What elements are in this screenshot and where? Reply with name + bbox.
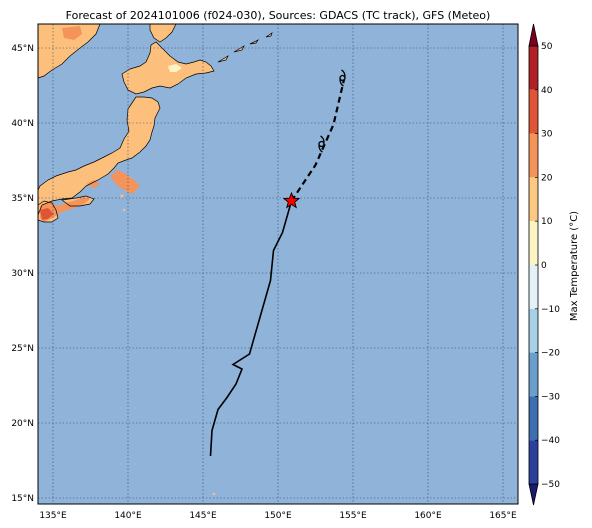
colorbar-segment [529, 89, 538, 134]
colorbar-ticks: 50 40 30 20 10 0 −10 −20 −30 −40 −50 [535, 42, 560, 490]
colorbar-segment [529, 352, 538, 397]
ocean-area [38, 24, 518, 504]
lat-tick-label: 35°N [11, 194, 34, 204]
lat-tick-label: 45°N [11, 44, 34, 54]
land-masses [38, 24, 272, 496]
temp-zone-warm [110, 170, 140, 194]
colorbar-tick-label: −50 [541, 480, 560, 490]
land-izu-island [120, 194, 124, 198]
lon-tick-label: 160°E [414, 511, 442, 521]
colorbar-tick-label: −30 [541, 392, 560, 402]
colorbar-segment [529, 221, 538, 265]
colorbar-segment [529, 308, 538, 353]
colorbar-segment [529, 46, 538, 90]
colorbar-segment [529, 396, 538, 441]
colorbar: 50 40 30 20 10 0 −10 −20 −30 −40 −50 Max Temperatu… [528, 23, 580, 506]
coastlines [38, 24, 273, 223]
latitude-labels: 45°N 40°N 35°N 30°N 25°N 20°N 15°N [11, 44, 34, 504]
land-hokkaido [122, 42, 214, 94]
current-position-star-icon [282, 191, 301, 209]
colorbar-label: Max Temperature (°C) [569, 211, 580, 321]
lon-tick-label: 155°E [339, 511, 367, 521]
colorbar-tick-label: −20 [541, 349, 560, 359]
colorbar-tick-label: 40 [541, 86, 553, 96]
colorbar-segments [528, 23, 539, 506]
colorbar-segment [529, 440, 538, 484]
tc-track [209, 69, 346, 457]
colorbar-tick-label: 50 [541, 42, 553, 52]
lat-tick-label: 15°N [11, 494, 34, 504]
longitude-labels: 135°E 140°E 145°E 150°E 155°E 160°E 165°E [39, 511, 517, 521]
lon-tick-label: 165°E [489, 511, 517, 521]
colorbar-tick-label: 20 [541, 173, 553, 183]
figure-title: Forecast of 2024101006 (f024-030), Sourc… [66, 9, 491, 22]
lon-tick-label: 140°E [114, 511, 142, 521]
lon-tick-label: 150°E [264, 511, 292, 521]
temp-zone-hot [40, 208, 54, 220]
lon-tick-label: 135°E [39, 511, 67, 521]
land-asia-mainland [38, 24, 100, 78]
temp-zone-cool [168, 64, 182, 72]
colorbar-tick-label: −10 [541, 305, 560, 315]
land-izu-island [212, 492, 216, 496]
land-izu-island [122, 208, 126, 212]
colorbar-tick-label: 0 [541, 261, 547, 271]
past-track-line [209, 200, 293, 457]
colorbar-extend-min [528, 483, 539, 506]
temp-zone-warm [86, 180, 100, 188]
colorbar-segment [529, 133, 538, 178]
colorbar-tick-label: 10 [541, 217, 553, 227]
colorbar-tick-label: 30 [541, 130, 553, 140]
land-japan-main [38, 97, 160, 215]
lat-tick-label: 25°N [11, 344, 34, 354]
colorbar-extend-max [528, 23, 539, 47]
map-border [37, 23, 519, 505]
graticule [38, 24, 518, 504]
colorbar-segment [529, 265, 538, 309]
lat-tick-label: 30°N [11, 269, 34, 279]
lat-tick-label: 20°N [11, 419, 34, 429]
colorbar-segment [529, 177, 538, 222]
lat-tick-label: 40°N [11, 119, 34, 129]
storm-symbol-icon [339, 69, 346, 87]
colorbar-tick-label: −40 [541, 436, 560, 446]
land-sakhalin [150, 24, 176, 42]
map-panel [37, 23, 519, 505]
storm-symbol-icon [318, 135, 325, 153]
temp-zone-warm [62, 26, 82, 40]
lon-tick-label: 145°E [189, 511, 217, 521]
